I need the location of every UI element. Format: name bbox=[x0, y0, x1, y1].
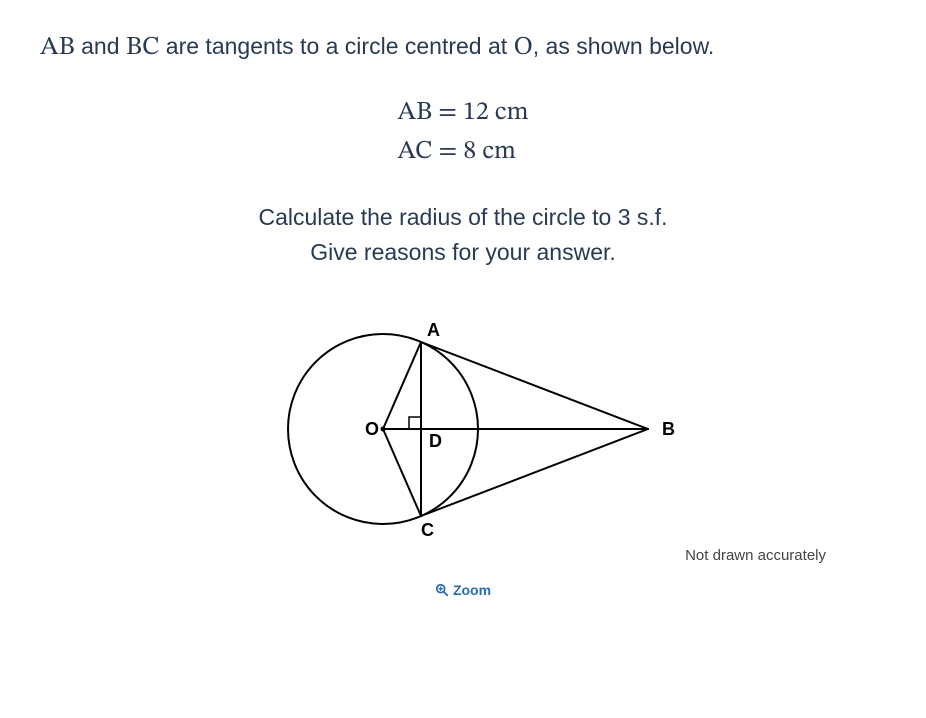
eq2-rhs: 8 cm bbox=[463, 139, 516, 165]
math-AB: AB bbox=[40, 35, 75, 61]
prompt-line-1: Calculate the radius of the circle to 3 … bbox=[40, 200, 886, 235]
math-O: O bbox=[514, 35, 533, 61]
eq2-eq: = bbox=[432, 139, 463, 165]
zoom-label: Zoom bbox=[453, 582, 491, 598]
equation-1: AB = 12 cm bbox=[397, 94, 528, 133]
svg-text:B: B bbox=[662, 419, 675, 439]
svg-text:D: D bbox=[429, 431, 442, 451]
eq1-eq: = bbox=[432, 100, 463, 126]
geometry-figure: O A C B D bbox=[248, 299, 678, 559]
intro-text-1: and bbox=[75, 33, 126, 59]
prompt-line-2: Give reasons for your answer. bbox=[40, 235, 886, 270]
zoom-button[interactable]: Zoom bbox=[40, 582, 886, 598]
zoom-icon bbox=[435, 583, 449, 597]
intro-text-2: are tangents to a circle centred at bbox=[159, 33, 513, 59]
intro-line: AB and BC are tangents to a circle centr… bbox=[40, 30, 886, 66]
figure-wrap: O A C B D Not drawn accurately bbox=[40, 299, 886, 564]
svg-text:C: C bbox=[421, 520, 434, 540]
prompt-block: Calculate the radius of the circle to 3 … bbox=[40, 200, 886, 269]
equation-2: AC = 8 cm bbox=[397, 133, 528, 172]
math-BC: BC bbox=[126, 35, 160, 61]
eq1-lhs: AB bbox=[397, 100, 432, 126]
accuracy-note: Not drawn accurately bbox=[685, 547, 826, 564]
equation-block: AB = 12 cm AC = 8 cm bbox=[40, 94, 886, 172]
svg-text:A: A bbox=[427, 320, 440, 340]
intro-text-3: , as shown below. bbox=[533, 33, 715, 59]
svg-text:O: O bbox=[365, 419, 379, 439]
eq1-rhs: 12 cm bbox=[463, 100, 529, 126]
eq2-lhs: AC bbox=[397, 139, 432, 165]
page: AB and BC are tangents to a circle centr… bbox=[0, 0, 926, 718]
